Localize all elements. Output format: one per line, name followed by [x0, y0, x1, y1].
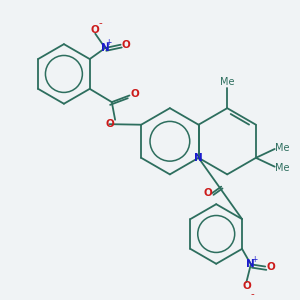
Text: +: + — [105, 38, 112, 47]
Text: N: N — [194, 153, 203, 163]
Text: O: O — [91, 26, 100, 35]
Text: O: O — [105, 119, 114, 129]
Text: N: N — [247, 259, 255, 269]
Text: -: - — [250, 289, 254, 299]
Text: O: O — [242, 281, 251, 291]
Text: O: O — [130, 89, 139, 99]
Text: Me: Me — [220, 77, 235, 87]
Text: O: O — [204, 188, 212, 198]
Text: N: N — [101, 43, 110, 53]
Text: -: - — [99, 18, 103, 28]
Text: Me: Me — [275, 163, 290, 173]
Text: +: + — [251, 255, 257, 264]
Text: Me: Me — [275, 143, 290, 153]
Text: O: O — [266, 262, 275, 272]
Text: O: O — [122, 40, 130, 50]
